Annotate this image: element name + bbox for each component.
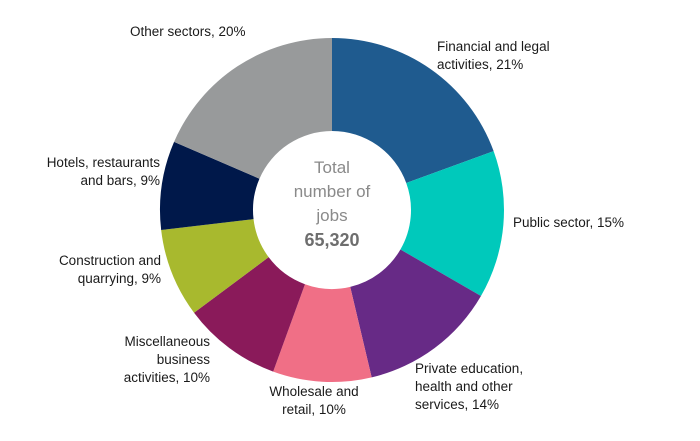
label-line: Hotels, restaurants [46, 155, 160, 170]
label-line: Miscellaneous [124, 334, 210, 349]
label-wholesale-retail: Wholesale and retail, 10% [252, 383, 376, 419]
slice-wholesale-and-retail [273, 284, 372, 383]
label-line: Financial and legal [437, 39, 550, 54]
center-line-3: jobs [316, 206, 348, 225]
slice-other-sectors [174, 38, 332, 179]
label-line: Construction and [58, 253, 161, 268]
center-line-2: number of [293, 182, 371, 201]
slice-hotels-restaurants-and-bars [160, 141, 260, 230]
label-hotels: Hotels, restaurants and bars, 9% [18, 154, 160, 190]
slice-private-education-health-and-other-services [350, 249, 481, 378]
label-private-education: Private education, health and other serv… [415, 360, 523, 414]
label-line: Wholesale and [269, 384, 359, 399]
label-line: Other sectors, 20% [130, 24, 246, 39]
slice-financial-and-legal-activities [332, 38, 494, 183]
label-construction: Construction and quarrying, 9% [20, 252, 161, 288]
center-total: 65,320 [304, 230, 360, 250]
label-line: business [156, 352, 210, 367]
label-line: retail, 10% [282, 402, 346, 417]
center-line-1: Total [314, 158, 350, 177]
slice-public-sector [400, 151, 505, 296]
label-line: activities, 21% [437, 57, 524, 72]
label-line: activities, 10% [123, 370, 210, 385]
donut-center-label: Total number of jobs 65,320 [276, 156, 388, 252]
label-misc-business: Miscellaneous business activities, 10% [70, 333, 210, 387]
label-public-sector: Public sector, 15% [513, 214, 624, 232]
label-line: health and other [415, 379, 513, 394]
label-line: and bars, 9% [80, 173, 160, 188]
label-line: Public sector, 15% [513, 215, 625, 230]
label-line: services, 14% [415, 397, 500, 412]
label-other-sectors: Other sectors, 20% [130, 23, 246, 41]
label-financial-legal: Financial and legal activities, 21% [437, 38, 550, 74]
label-line: Private education, [415, 361, 524, 376]
slice-construction-and-quarrying [161, 219, 269, 313]
label-line: quarrying, 9% [77, 271, 161, 286]
slice-miscellaneous-business-activities [194, 257, 305, 372]
